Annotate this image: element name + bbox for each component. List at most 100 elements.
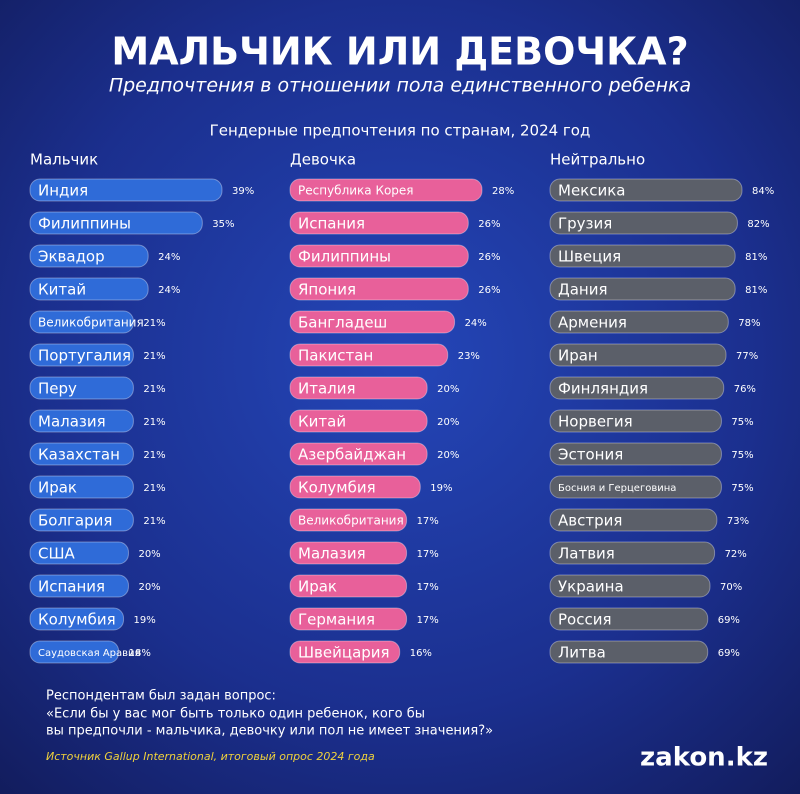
value-label: 21% — [143, 351, 165, 362]
category-label: Россия — [558, 611, 612, 629]
value-label: 72% — [725, 549, 747, 560]
value-label: 19% — [134, 615, 156, 626]
bar — [289, 310, 456, 334]
category-label: Эстония — [558, 446, 623, 464]
bar — [289, 475, 421, 499]
bar — [29, 541, 129, 565]
bar — [549, 475, 722, 499]
bar — [549, 178, 743, 202]
category-label: Литва — [558, 644, 606, 662]
bar — [29, 277, 149, 301]
value-label: 21% — [143, 516, 165, 527]
bar — [29, 178, 223, 202]
value-label: 70% — [720, 582, 742, 593]
value-label: 35% — [212, 219, 234, 230]
category-label: Испания — [38, 578, 105, 596]
value-label: 77% — [736, 351, 758, 362]
category-label: Норвегия — [558, 413, 633, 431]
value-label: 24% — [158, 285, 180, 296]
value-label: 69% — [718, 648, 740, 659]
bar — [549, 442, 722, 466]
bar — [29, 343, 134, 367]
category-label: Республика Корея — [298, 184, 414, 198]
category-label: Германия — [298, 611, 375, 629]
bar — [289, 574, 408, 598]
value-label: 26% — [478, 285, 500, 296]
bar — [549, 574, 711, 598]
bar — [29, 244, 149, 268]
value-label: 82% — [747, 219, 769, 230]
category-label: Украина — [558, 578, 624, 596]
category-label: Ирак — [298, 578, 337, 596]
bar — [289, 343, 449, 367]
category-label: Великобритания — [298, 514, 404, 528]
value-label: 75% — [731, 417, 753, 428]
category-label: Мексика — [558, 182, 625, 200]
bar — [549, 244, 736, 268]
bar — [549, 277, 736, 301]
value-label: 84% — [752, 186, 774, 197]
category-label: Грузия — [558, 215, 612, 233]
bar — [29, 508, 134, 532]
category-label: Азербайджан — [298, 446, 406, 464]
value-label: 21% — [143, 483, 165, 494]
bar — [289, 178, 483, 202]
bar — [549, 508, 718, 532]
chart-title: Мальчик — [30, 151, 98, 169]
question-line: «Если бы у вас мог быть только один ребе… — [46, 707, 425, 722]
category-label: Швейцария — [298, 644, 390, 662]
value-label: 81% — [745, 252, 767, 263]
category-label: Малазия — [298, 545, 366, 563]
value-label: 24% — [158, 252, 180, 263]
bar — [289, 640, 401, 664]
bar — [289, 541, 408, 565]
bar — [289, 211, 469, 235]
value-label: 20% — [437, 450, 459, 461]
value-label: 19% — [430, 483, 452, 494]
category-label: Болгария — [38, 512, 112, 530]
value-label: 73% — [727, 516, 749, 527]
value-label: 20% — [138, 549, 160, 560]
value-label: 17% — [417, 582, 439, 593]
category-label: Армения — [558, 314, 627, 332]
value-label: 75% — [731, 450, 753, 461]
bar — [549, 640, 709, 664]
value-label: 21% — [143, 384, 165, 395]
category-label: Китай — [38, 281, 86, 299]
category-label: Босния и Герцеговина — [558, 483, 676, 494]
bar — [29, 310, 134, 334]
category-label: Китай — [298, 413, 346, 431]
chart-title: Нейтрально — [550, 151, 645, 169]
category-label: Испания — [298, 215, 365, 233]
bar — [29, 211, 203, 235]
category-label: Колумбия — [38, 611, 116, 629]
bar — [289, 376, 428, 400]
bar — [549, 376, 725, 400]
bar — [29, 475, 134, 499]
bar — [29, 640, 120, 664]
bar — [29, 376, 134, 400]
category-label: Бангладеш — [298, 314, 387, 332]
category-label: Австрия — [558, 512, 622, 530]
category-label: Колумбия — [298, 479, 376, 497]
category-label: США — [38, 545, 76, 563]
bar — [289, 409, 428, 433]
value-label: 78% — [738, 318, 760, 329]
value-label: 69% — [718, 615, 740, 626]
category-label: Швеция — [558, 248, 621, 266]
bar — [289, 244, 469, 268]
value-label: 81% — [745, 285, 767, 296]
source: Источник Gallup International, итоговый … — [46, 750, 375, 763]
bar — [289, 607, 408, 631]
value-label: 18% — [129, 648, 151, 659]
value-label: 26% — [478, 252, 500, 263]
value-label: 16% — [410, 648, 432, 659]
value-label: 17% — [417, 516, 439, 527]
value-label: 17% — [417, 549, 439, 560]
category-label: Финляндия — [558, 380, 648, 398]
value-label: 17% — [417, 615, 439, 626]
value-label: 21% — [143, 417, 165, 428]
value-label: 24% — [465, 318, 487, 329]
charts-heading: Гендерные предпочтения по странам, 2024 … — [210, 122, 591, 140]
